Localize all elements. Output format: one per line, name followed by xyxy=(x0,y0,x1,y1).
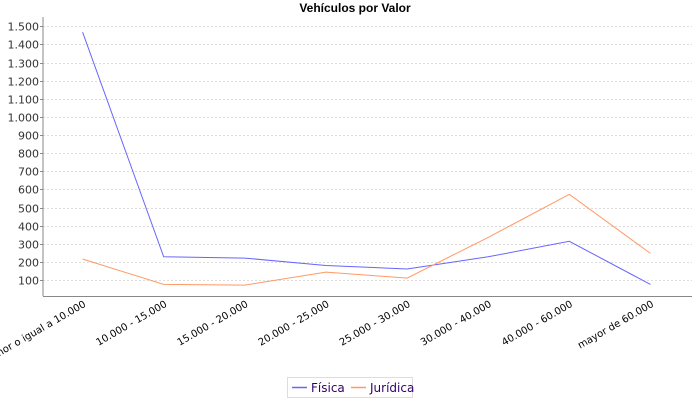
x-tick-label: 25.000 - 30.000 xyxy=(338,299,413,349)
y-tick-label: 1.500 xyxy=(8,21,40,34)
y-tick-label: 1.400 xyxy=(8,39,40,52)
x-tick-label: 15.000 - 20.000 xyxy=(176,299,251,349)
y-tick-label: 1.000 xyxy=(8,112,40,125)
legend-box xyxy=(287,377,413,398)
y-tick-label: 1.300 xyxy=(8,58,40,71)
y-tick-label: 100 xyxy=(18,275,39,288)
series-line-jurídica xyxy=(82,193,651,286)
y-tick-label: 500 xyxy=(18,203,39,216)
y-tick-label: 1.100 xyxy=(8,94,40,107)
y-tick-label: 800 xyxy=(18,148,39,161)
x-tick-label: 40.000 - 60.000 xyxy=(500,299,575,349)
x-tick-label: 30.000 - 40.000 xyxy=(419,299,494,349)
y-tick-label: 1.200 xyxy=(8,76,40,89)
chart-title: Vehículos por Valor xyxy=(299,1,411,15)
legend-label: Física xyxy=(311,381,345,395)
x-tick-label: mayor de 60.000 xyxy=(576,299,656,351)
y-tick-label: 700 xyxy=(18,166,39,179)
legend-label: Jurídica xyxy=(369,381,414,395)
x-tick-label: menor o igual a 10.000 xyxy=(0,299,88,367)
x-tick-label: 20.000 - 25.000 xyxy=(257,299,332,349)
legend: Física Jurídica xyxy=(287,377,414,398)
y-tick-label: 200 xyxy=(18,257,39,270)
y-tick-label: 300 xyxy=(18,239,39,252)
y-tick-label: 400 xyxy=(18,221,39,234)
series-line-física xyxy=(82,32,651,285)
y-tick-label: 600 xyxy=(18,184,39,197)
y-tick-label: 900 xyxy=(18,130,39,143)
x-tick-label: 10.000 - 15.000 xyxy=(94,299,169,349)
